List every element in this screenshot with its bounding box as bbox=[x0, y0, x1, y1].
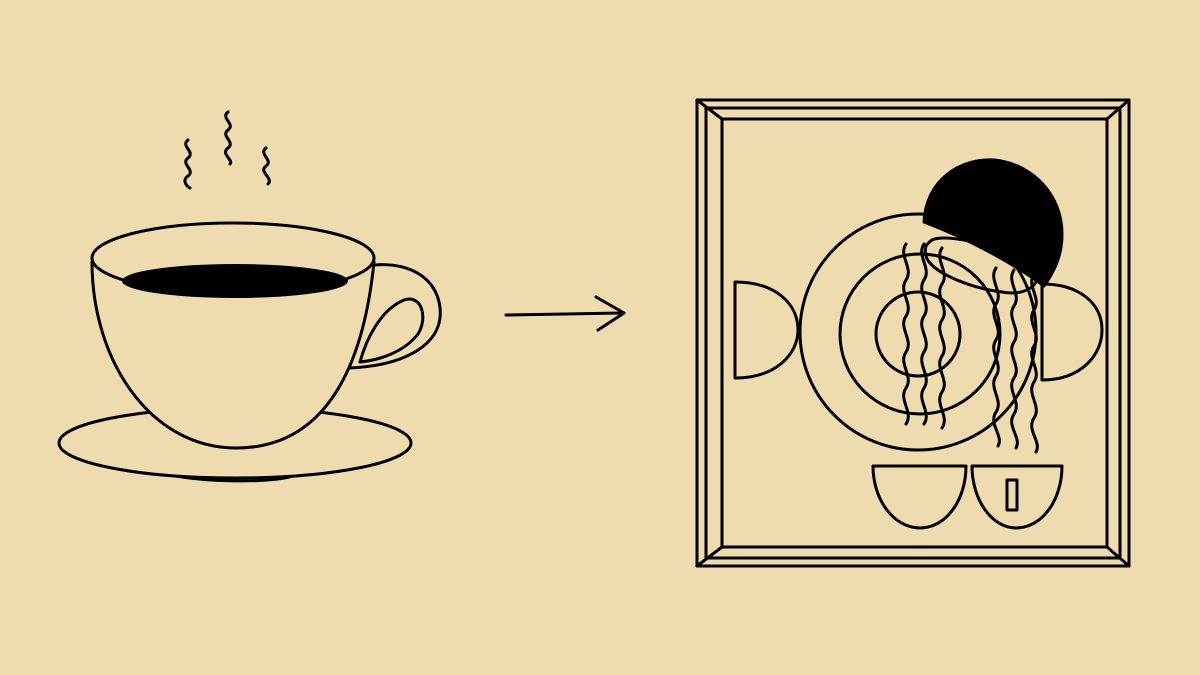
steam-icon bbox=[183, 110, 271, 190]
arrow-right-icon bbox=[504, 295, 626, 332]
wavy-line-5 bbox=[1010, 268, 1019, 450]
cup-body bbox=[90, 260, 376, 450]
arrow-shaft bbox=[504, 311, 624, 317]
artwork-wavy-lines bbox=[902, 242, 1039, 454]
artwork-middle-circle bbox=[838, 252, 1002, 416]
frame-outer bbox=[695, 98, 1131, 568]
frame-inner bbox=[720, 117, 1109, 549]
cup-handle-inner bbox=[358, 297, 425, 364]
artwork-bottom-right-bowl bbox=[970, 464, 1064, 530]
artwork-small-rectangle bbox=[1005, 478, 1019, 512]
wavy-line-4 bbox=[992, 266, 1001, 448]
artwork-left-half-circle bbox=[733, 280, 800, 380]
steam-wisp-right bbox=[262, 146, 271, 186]
artwork-inner-circle bbox=[874, 290, 962, 378]
wavy-line-2 bbox=[920, 242, 928, 426]
artwork-dome-ellipse bbox=[923, 236, 1039, 295]
artwork-black-dome bbox=[922, 158, 1064, 288]
wavy-line-3 bbox=[938, 246, 946, 430]
artwork-bottom-left-bowl bbox=[871, 464, 968, 530]
wavy-line-6 bbox=[1030, 272, 1039, 454]
frame-outer-inner-line bbox=[704, 106, 1122, 560]
picture-frame-icon bbox=[695, 98, 1131, 568]
steam-wisp-middle bbox=[224, 110, 233, 166]
coffee-cup-icon bbox=[90, 221, 442, 450]
artwork-right-half-circle bbox=[1040, 282, 1104, 382]
steam-wisp-left bbox=[183, 138, 192, 190]
frame-corner-miters bbox=[695, 98, 1131, 568]
coffee-liquid bbox=[122, 264, 348, 298]
abstract-artwork-icon bbox=[733, 158, 1104, 530]
arrow-head bbox=[594, 295, 626, 332]
wavy-line-1 bbox=[902, 242, 910, 426]
